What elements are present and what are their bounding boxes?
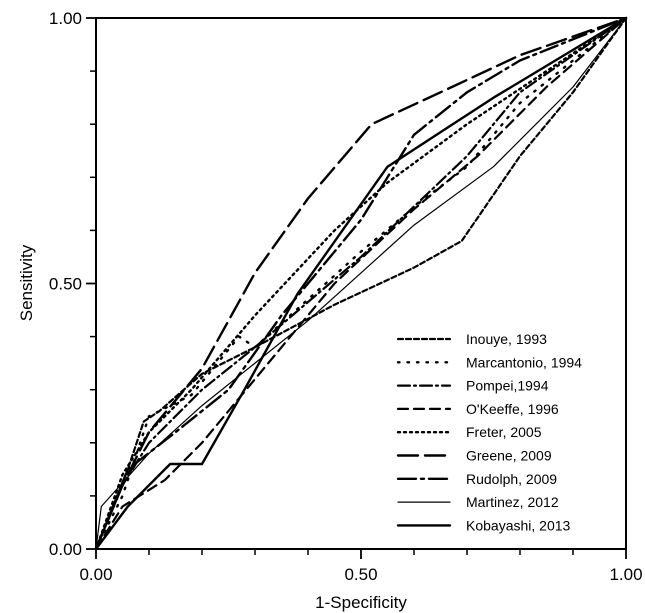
legend-label-inouye-1993: Inouye, 1993 [466, 331, 547, 347]
series-line-pompei-1994 [94, 16, 628, 551]
legend-label-martinez-2012: Martinez, 2012 [466, 494, 559, 510]
x-tick-label: 0.50 [344, 565, 377, 584]
legend-label-kobayashi-2013: Kobayashi, 2013 [466, 517, 571, 533]
series-line-o-keeffe-1996 [94, 16, 628, 551]
legend-label-marcantonio-1994: Marcantonio, 1994 [466, 354, 582, 370]
y-tick-label: 0.00 [49, 540, 82, 559]
legend-label-freter-2005: Freter, 2005 [466, 424, 542, 440]
y-axis-label: Sensitivity [17, 244, 36, 321]
series-line-martinez-2012 [95, 17, 627, 550]
legend-label-o-keeffe-1996: O'Keeffe, 1996 [466, 401, 559, 417]
series-line-kobayashi-2013 [94, 16, 628, 551]
legend-label-rudolph-2009: Rudolph, 2009 [466, 471, 557, 487]
x-axis-label: 1-Specificity [315, 593, 407, 612]
legend-label-pompei-1994: Pompei,1994 [466, 378, 549, 394]
x-tick-label: 0.00 [79, 565, 112, 584]
y-tick-label: 1.00 [49, 9, 82, 28]
series-line-marcantonio-1994 [94, 16, 628, 551]
x-tick-label: 1.00 [609, 565, 642, 584]
series-line-freter-2005 [94, 16, 628, 551]
legend-label-greene-2009: Greene, 2009 [466, 448, 552, 464]
y-tick-label: 0.50 [49, 275, 82, 294]
series-line-greene-2009 [94, 16, 628, 551]
